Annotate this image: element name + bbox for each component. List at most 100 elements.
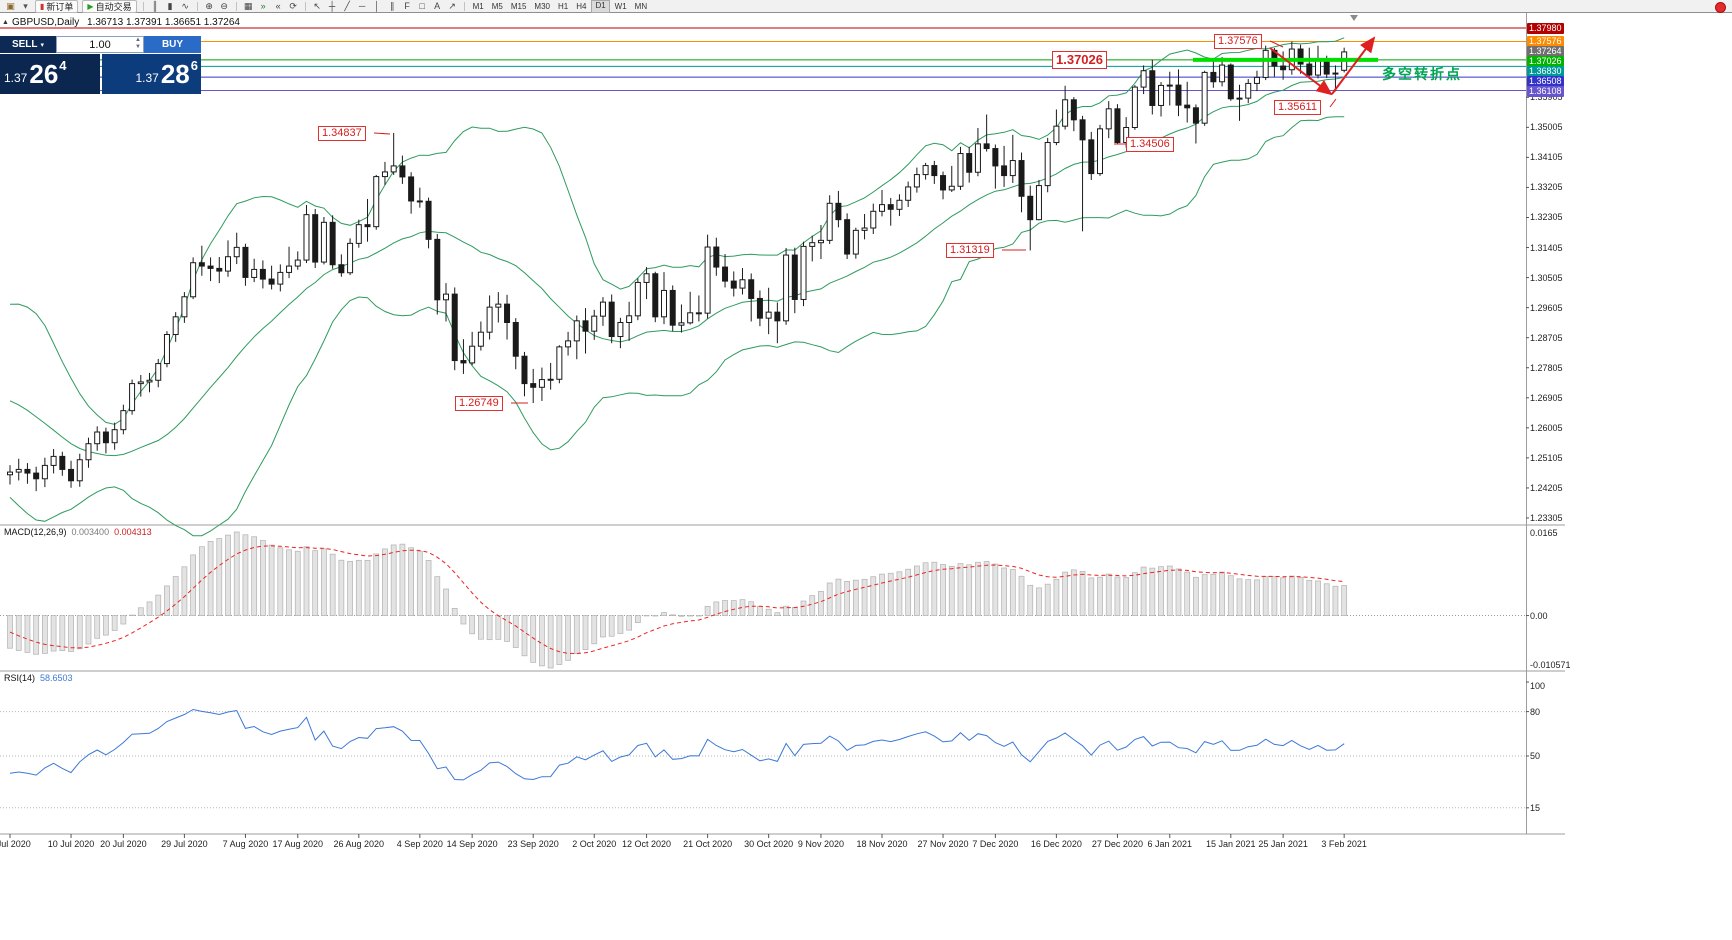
- candle-body: [835, 202, 842, 221]
- vertical-line-icon[interactable]: │: [374, 0, 380, 11]
- text-label-icon[interactable]: A: [434, 0, 441, 11]
- price-annotation[interactable]: 1.37026: [1052, 51, 1107, 69]
- chart-canvas[interactable]: [0, 13, 1732, 940]
- price-annotation[interactable]: 1.31319: [946, 243, 994, 258]
- connection-status-icon: [1715, 2, 1726, 13]
- timeframe-m5[interactable]: M5: [491, 1, 503, 11]
- fibonacci-icon[interactable]: F: [404, 0, 410, 11]
- new-chart-icon[interactable]: ▣: [6, 0, 15, 11]
- time-axis-label: 27 Nov 2020: [917, 839, 969, 849]
- macd-bar: [451, 608, 458, 616]
- timeframe-h4[interactable]: H4: [576, 1, 587, 11]
- candle-body: [1044, 142, 1051, 187]
- volume-input[interactable]: 1.00 ▲ ▼: [56, 36, 144, 53]
- bar-chart-icon[interactable]: ║: [151, 0, 159, 11]
- arrow-tool-icon[interactable]: ↗: [448, 0, 456, 11]
- timeframe-d1[interactable]: D1: [591, 0, 610, 13]
- macd-bar: [983, 561, 990, 616]
- price-annotation[interactable]: 1.35611: [1274, 100, 1321, 115]
- chart-shift-icon[interactable]: «: [275, 0, 281, 11]
- trend-arrow[interactable]: [1269, 47, 1333, 96]
- candle-body: [887, 204, 894, 210]
- annotation-leader-line[interactable]: [1269, 40, 1284, 48]
- timeframe-m30[interactable]: M30: [534, 1, 550, 11]
- chart-shift-marker[interactable]: [1350, 15, 1358, 21]
- macd-bar: [861, 578, 868, 616]
- buy-button[interactable]: BUY: [144, 36, 201, 53]
- candle-body: [1158, 84, 1165, 106]
- candle-body: [1166, 84, 1173, 87]
- timeframe-w1[interactable]: W1: [614, 1, 627, 11]
- sell-price-panel[interactable]: 1.37 26 4: [0, 54, 100, 94]
- sell-button[interactable]: SELL ▾: [0, 36, 56, 53]
- annotation-leader-line[interactable]: [1329, 98, 1337, 108]
- macd-bar: [434, 576, 441, 616]
- macd-bar: [15, 615, 22, 651]
- macd-bar: [225, 534, 231, 616]
- annotation-leader-line[interactable]: [373, 132, 391, 135]
- macd-bar: [277, 547, 284, 616]
- chinese-note-annotation[interactable]: 多空转折点: [1382, 66, 1462, 82]
- macd-bar: [260, 540, 266, 616]
- macd-bar: [1315, 580, 1321, 616]
- macd-bar: [1297, 576, 1304, 616]
- horizontal-line-icon[interactable]: ─: [358, 0, 366, 11]
- candle-body: [390, 165, 397, 173]
- candle-body: [259, 268, 266, 280]
- crosshair-icon[interactable]: ┼: [328, 0, 336, 11]
- channel-icon[interactable]: ∥: [389, 0, 395, 11]
- price-axis-marked-label: 1.37264: [1527, 46, 1564, 58]
- macd-bar: [1201, 574, 1208, 616]
- autotrading-button[interactable]: ▶ 自动交易: [82, 0, 137, 13]
- candle-body: [198, 262, 205, 267]
- candle-body: [556, 346, 563, 380]
- volume-down-icon[interactable]: ▼: [135, 44, 141, 50]
- buy-price-main: 1.37: [135, 71, 159, 85]
- price-annotation[interactable]: 1.37576: [1214, 34, 1262, 49]
- sell-caret-icon: ▾: [40, 41, 45, 49]
- auto-scroll-icon[interactable]: »: [260, 0, 266, 11]
- candle-body: [1018, 160, 1025, 197]
- line-chart-icon[interactable]: ∿: [181, 0, 189, 11]
- price-annotation[interactable]: 1.34506: [1126, 137, 1174, 152]
- volume-up-icon[interactable]: ▲: [135, 37, 141, 43]
- refresh-icon[interactable]: ⟳: [289, 0, 297, 11]
- macd-bar: [364, 559, 371, 616]
- trade-panel-collapse-icon[interactable]: ▲: [2, 19, 9, 26]
- timeframe-m15[interactable]: M15: [510, 1, 527, 11]
- trend-arrow[interactable]: [1331, 36, 1376, 95]
- macd-bar: [643, 615, 650, 617]
- price-axis-label: 1.26905: [1530, 392, 1563, 403]
- new-order-button[interactable]: ▮ 新订单: [35, 0, 79, 13]
- shapes-icon[interactable]: □: [419, 0, 425, 11]
- time-axis-label: 26 Aug 2020: [333, 839, 385, 849]
- price-annotation[interactable]: 1.34837: [318, 126, 366, 141]
- zoom-out-icon[interactable]: ⊖: [220, 0, 228, 11]
- macd-bar: [1175, 568, 1182, 616]
- candle-body: [748, 279, 755, 299]
- buy-price-panel[interactable]: 1.37 28 6: [101, 54, 201, 94]
- price-axis-marked-label: 1.37026: [1527, 56, 1564, 68]
- price-axis-marked-label: 1.37980: [1527, 22, 1564, 34]
- candlestick-chart-icon[interactable]: ▮: [167, 0, 173, 11]
- timeframe-mn[interactable]: MN: [634, 1, 648, 11]
- trendline-icon[interactable]: ╱: [344, 0, 350, 11]
- rsi-line: [9, 708, 1345, 781]
- profiles-caret-icon[interactable]: ▾: [23, 0, 28, 11]
- macd-bar: [486, 615, 493, 641]
- macd-bar: [669, 614, 676, 616]
- autotrading-button-icon: ▶: [87, 1, 94, 11]
- timeframe-m1[interactable]: M1: [472, 1, 484, 11]
- macd-bar: [704, 606, 711, 616]
- cursor-icon[interactable]: ↖: [313, 0, 321, 11]
- macd-signal-line: [9, 545, 1345, 655]
- macd-bar: [1236, 578, 1243, 616]
- zoom-in-icon[interactable]: ⊕: [205, 0, 213, 11]
- macd-bar: [774, 612, 781, 616]
- timeframe-h1[interactable]: H1: [557, 1, 569, 11]
- tile-windows-icon[interactable]: ▦: [243, 0, 253, 11]
- candle-body: [50, 455, 57, 466]
- price-annotation[interactable]: 1.26749: [455, 396, 503, 411]
- macd-name: MACD(12,26,9): [4, 527, 67, 537]
- candle-body: [76, 459, 83, 482]
